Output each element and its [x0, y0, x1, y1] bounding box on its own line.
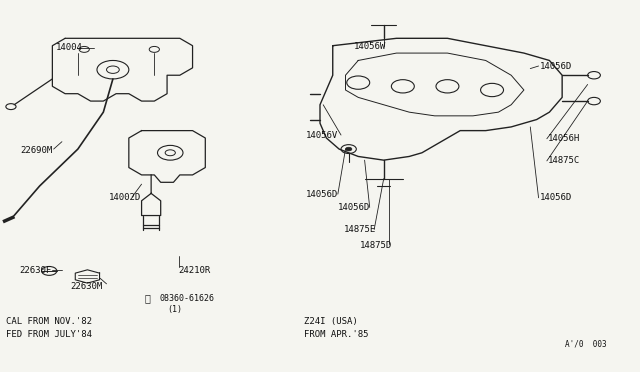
- Text: 14056D: 14056D: [338, 203, 370, 212]
- Text: 14056W: 14056W: [354, 42, 386, 51]
- Text: CAL FROM NOV.'82
FED FROM JULY'84: CAL FROM NOV.'82 FED FROM JULY'84: [6, 317, 93, 339]
- Text: 08360-61626: 08360-61626: [159, 294, 214, 303]
- Text: 14004: 14004: [56, 43, 83, 52]
- Text: 22630F: 22630F: [19, 266, 51, 275]
- Text: 22690M: 22690M: [20, 147, 52, 155]
- Text: (1): (1): [167, 305, 182, 314]
- Text: 24210R: 24210R: [179, 266, 211, 275]
- Text: 14875C: 14875C: [548, 156, 580, 166]
- Text: 14875D: 14875D: [360, 241, 392, 250]
- Text: 14056V: 14056V: [306, 131, 338, 140]
- Text: 14002D: 14002D: [108, 193, 141, 202]
- Text: Ⓢ: Ⓢ: [145, 294, 151, 304]
- Circle shape: [346, 147, 352, 151]
- Text: 14875E: 14875E: [344, 225, 376, 234]
- Text: 22630M: 22630M: [70, 282, 102, 291]
- Text: A'/0  003: A'/0 003: [565, 340, 607, 349]
- Text: Z24I (USA)
FROM APR.'85: Z24I (USA) FROM APR.'85: [304, 317, 369, 339]
- Text: 14056D: 14056D: [540, 61, 572, 71]
- Text: 14056D: 14056D: [306, 190, 338, 199]
- Text: 14056H: 14056H: [548, 134, 580, 143]
- Text: 14056D: 14056D: [540, 193, 572, 202]
